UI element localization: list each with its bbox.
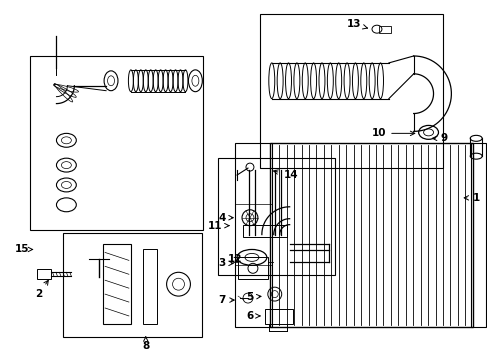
Bar — [37, 269, 50, 279]
Text: 1: 1 — [463, 193, 479, 203]
Bar — [63, 233, 202, 337]
Text: 7: 7 — [218, 295, 234, 305]
Text: 3: 3 — [218, 258, 233, 268]
Text: 6: 6 — [246, 311, 260, 321]
Text: 12: 12 — [227, 255, 242, 264]
Text: 14: 14 — [273, 170, 297, 180]
Text: 10: 10 — [371, 129, 414, 138]
Bar — [269, 143, 472, 327]
Bar — [243, 225, 286, 237]
Bar — [470, 143, 485, 327]
Bar — [218, 158, 335, 275]
Text: 8: 8 — [142, 337, 149, 351]
Text: 4: 4 — [218, 213, 233, 223]
Text: 5: 5 — [246, 292, 261, 302]
Bar — [238, 257, 267, 279]
Text: 13: 13 — [346, 19, 366, 29]
Text: 15: 15 — [15, 244, 33, 255]
Bar — [259, 14, 443, 168]
Text: 2: 2 — [35, 280, 48, 299]
Bar — [142, 249, 156, 324]
Bar — [378, 26, 390, 33]
Text: 9: 9 — [431, 133, 447, 143]
Bar — [264, 309, 292, 324]
Text: 11: 11 — [207, 221, 228, 231]
Bar — [30, 56, 203, 230]
Bar — [235, 143, 271, 327]
Bar — [103, 244, 131, 324]
